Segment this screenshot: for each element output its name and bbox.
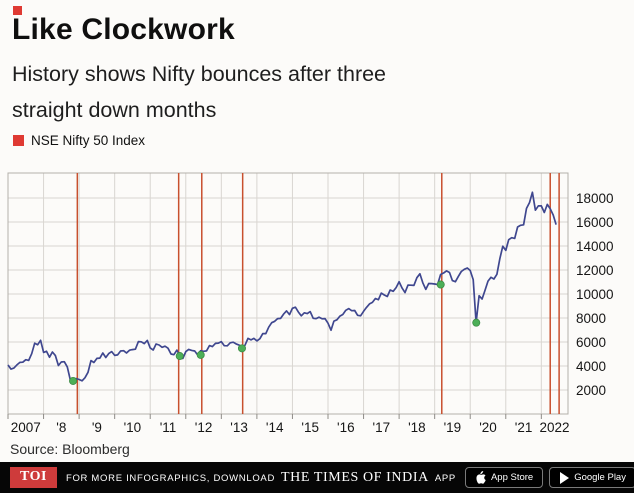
footer-text-suffix: APP <box>434 472 456 484</box>
svg-text:2000: 2000 <box>576 383 606 398</box>
legend: NSE Nifty 50 Index <box>13 133 145 148</box>
svg-text:'15: '15 <box>301 420 319 435</box>
legend-swatch <box>13 135 24 146</box>
toi-logo: TOI <box>10 467 57 488</box>
google-play-label: Google Play <box>574 472 626 483</box>
google-play-icon <box>560 471 570 484</box>
svg-text:2007: 2007 <box>11 420 41 435</box>
page-title: Like Clockwork <box>12 13 235 46</box>
bounce-dots <box>69 280 481 385</box>
svg-text:'17: '17 <box>373 420 391 435</box>
google-play-badge[interactable]: Google Play <box>549 467 634 488</box>
svg-text:12000: 12000 <box>576 263 614 278</box>
subtitle-line-2: straight down months <box>12 98 217 122</box>
svg-text:'20: '20 <box>479 420 497 435</box>
app-store-label: App Store <box>490 472 534 483</box>
svg-text:'16: '16 <box>337 420 355 435</box>
footer-bar: TOI FOR MORE INFOGRAPHICS, DOWNLOAD THE … <box>0 462 634 493</box>
app-store-badge[interactable]: App Store <box>464 467 544 488</box>
footer-text-prefix: FOR MORE INFOGRAPHICS, DOWNLOAD <box>65 472 276 484</box>
x-axis-labels: 2007 '8 '9 '10 '11 '12 '13 '14 '15 '16 '17 '18 '19 '2… <box>7 414 570 435</box>
svg-text:10000: 10000 <box>576 287 614 302</box>
svg-text:8000: 8000 <box>576 311 606 326</box>
footer-text: FOR MORE INFOGRAPHICS, DOWNLOAD THE TIME… <box>66 470 456 486</box>
svg-text:'18: '18 <box>408 420 426 435</box>
footer-brand: THE TIMES OF INDIA <box>281 469 429 485</box>
svg-text:4000: 4000 <box>576 359 606 374</box>
source-note: Source: Bloomberg <box>10 441 130 457</box>
apple-icon <box>476 471 486 484</box>
page-subtitle: History shows Nifty bounces after three … <box>12 56 386 128</box>
accent-square <box>13 6 22 15</box>
svg-text:'9: '9 <box>92 420 102 435</box>
y-axis-labels: 18000 16000 14000 12000 10000 8000 6000 4000 200… <box>576 191 614 398</box>
svg-text:'13: '13 <box>230 420 248 435</box>
svg-text:14000: 14000 <box>576 239 614 254</box>
svg-text:'14: '14 <box>266 420 284 435</box>
nifty-line-chart: 18000 16000 14000 12000 10000 8000 6000 4000 200… <box>7 172 614 435</box>
svg-text:'21: '21 <box>515 420 533 435</box>
chart-grid <box>7 172 569 415</box>
svg-text:'11: '11 <box>160 420 177 435</box>
subtitle-line-1: History shows Nifty bounces after three <box>12 62 387 86</box>
svg-text:18000: 18000 <box>576 191 614 206</box>
svg-text:16000: 16000 <box>576 215 614 230</box>
svg-text:'19: '19 <box>444 420 462 435</box>
svg-text:6000: 6000 <box>576 335 606 350</box>
store-badges: App Store Google Play <box>464 467 634 488</box>
svg-text:'8: '8 <box>56 420 66 435</box>
svg-text:'10: '10 <box>124 420 142 435</box>
legend-label: NSE Nifty 50 Index <box>31 133 146 148</box>
nifty-line <box>7 191 557 382</box>
svg-text:2022: 2022 <box>539 420 569 435</box>
event-lines <box>76 173 560 414</box>
svg-text:'12: '12 <box>195 420 213 435</box>
